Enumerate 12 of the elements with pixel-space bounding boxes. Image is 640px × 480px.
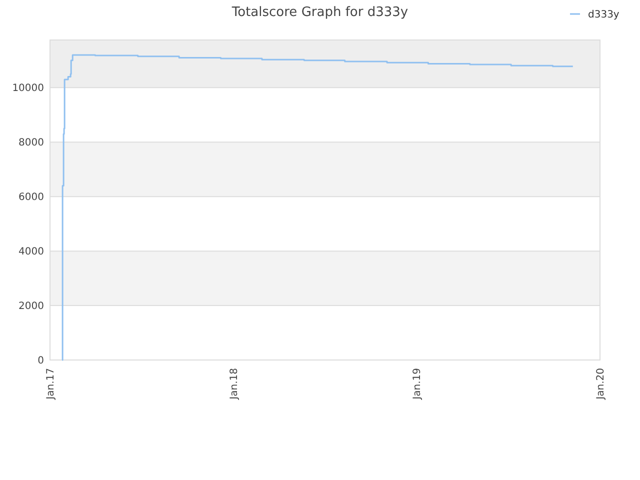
x-tick-label: Jan.20 [596,368,606,400]
chart-title: Totalscore Graph for d333y [230,5,408,20]
y-tick-label: 2000 [18,301,44,312]
y-tick-label: 4000 [18,246,44,258]
y-tick-label: 6000 [18,192,44,204]
y-tick-label: 10000 [12,83,44,94]
y-tick-label: 0 [38,356,44,366]
y-tick-label: 8000 [18,138,44,149]
legend-label: d333y [588,10,620,20]
x-tick-label: Jan.19 [412,368,424,400]
x-tick-label: Jan.17 [46,368,56,400]
x-tick-label: Jan.18 [228,368,240,400]
